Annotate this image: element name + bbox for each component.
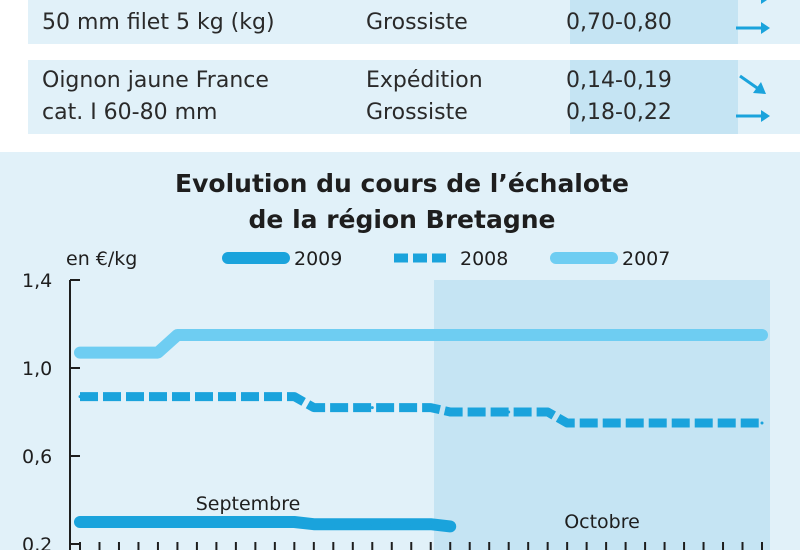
data-point-2008 [312, 406, 316, 410]
price-column [570, 60, 738, 134]
data-point-2009 [429, 522, 433, 526]
price-range: 0,14-0,19 [566, 68, 672, 93]
october-band [434, 280, 770, 550]
data-point-2008 [78, 395, 82, 399]
y-tick-label: 1,0 [22, 358, 52, 380]
data-point-2009 [253, 520, 257, 524]
data-point-2009 [156, 520, 160, 524]
period-label-september: Septembre [196, 493, 301, 515]
data-point-2008 [663, 421, 667, 425]
data-point-2009 [97, 520, 101, 524]
data-point-2008 [448, 410, 452, 414]
data-point-2007 [760, 333, 764, 337]
data-point-2009 [273, 520, 277, 524]
data-point-2008 [507, 410, 511, 414]
data-point-2009 [448, 524, 452, 528]
data-point-2009 [331, 522, 335, 526]
data-point-2007 [156, 351, 160, 355]
data-point-2008 [546, 410, 550, 414]
product-name-line: 50 mm filet 5 kg (kg) [42, 10, 275, 35]
y-tick-label: 0,6 [22, 446, 52, 468]
data-point-2007 [273, 333, 277, 337]
line-chart: Evolution du cours de l’échalote de la r… [22, 169, 770, 550]
trend-right-icon [736, 110, 770, 122]
data-point-2009 [78, 520, 82, 524]
stage-label: Grossiste [366, 100, 468, 125]
data-point-2008 [175, 395, 179, 399]
price-column [570, 0, 738, 44]
price-table-group-2: Oignon jaune France cat. I 60-80 mm Expé… [28, 60, 800, 134]
data-point-2009 [175, 520, 179, 524]
chart-legend: 2009 2008 2007 [222, 248, 670, 270]
series-layer [74, 329, 768, 533]
data-point-2009 [292, 520, 296, 524]
price-range: 0,70-0,80 [566, 10, 672, 35]
data-point-2007 [565, 333, 569, 337]
trend-right-icon [761, 0, 767, 4]
data-point-2009 [312, 522, 316, 526]
data-point-2008 [292, 395, 296, 399]
price-table-group-1: 50 mm filet 5 kg (kg) Grossiste 0,70-0,8… [28, 0, 800, 44]
product-name-line: Oignon jaune France [42, 68, 269, 93]
data-point-2008 [273, 395, 277, 399]
x-axis [79, 542, 763, 550]
y-axis-label: en €/kg [66, 248, 137, 270]
chart-title-line-2: de la région Bretagne [249, 205, 556, 234]
data-point-2009 [136, 520, 140, 524]
y-axis: 1,4 1,0 0,6 0,2 [22, 270, 80, 550]
trend-right-icon [736, 22, 770, 34]
data-point-2008 [760, 421, 764, 425]
product-name-line: cat. I 60-80 mm [42, 100, 218, 125]
data-point-2009 [351, 522, 355, 526]
data-point-2008 [429, 406, 433, 410]
data-point-2009 [195, 520, 199, 524]
chart-title-line-1: Evolution du cours de l’échalote [175, 169, 629, 198]
legend-label-2009: 2009 [294, 248, 342, 270]
trend-down-icon [739, 74, 766, 94]
data-point-2007 [175, 333, 179, 337]
data-point-2009 [234, 520, 238, 524]
data-point-2007 [370, 333, 374, 337]
data-point-2009 [117, 520, 121, 524]
stage-label: Grossiste [366, 10, 468, 35]
y-tick-label: 1,4 [22, 270, 52, 292]
legend-label-2008: 2008 [460, 248, 508, 270]
data-point-2008 [565, 421, 569, 425]
data-point-2009 [409, 522, 413, 526]
data-point-2009 [214, 520, 218, 524]
data-point-2009 [370, 522, 374, 526]
data-point-2008 [370, 406, 374, 410]
legend-label-2007: 2007 [622, 248, 670, 270]
data-point-2007 [663, 333, 667, 337]
data-point-2007 [78, 351, 82, 355]
price-range: 0,18-0,22 [566, 100, 672, 125]
data-point-2009 [390, 522, 394, 526]
period-label-october: Octobre [564, 511, 640, 533]
chart-panel: Evolution du cours de l’échalote de la r… [0, 152, 800, 550]
data-point-2007 [468, 333, 472, 337]
y-tick-label: 0,2 [22, 534, 52, 550]
stage-label: Expédition [366, 68, 483, 93]
series-line-2009 [74, 516, 457, 533]
